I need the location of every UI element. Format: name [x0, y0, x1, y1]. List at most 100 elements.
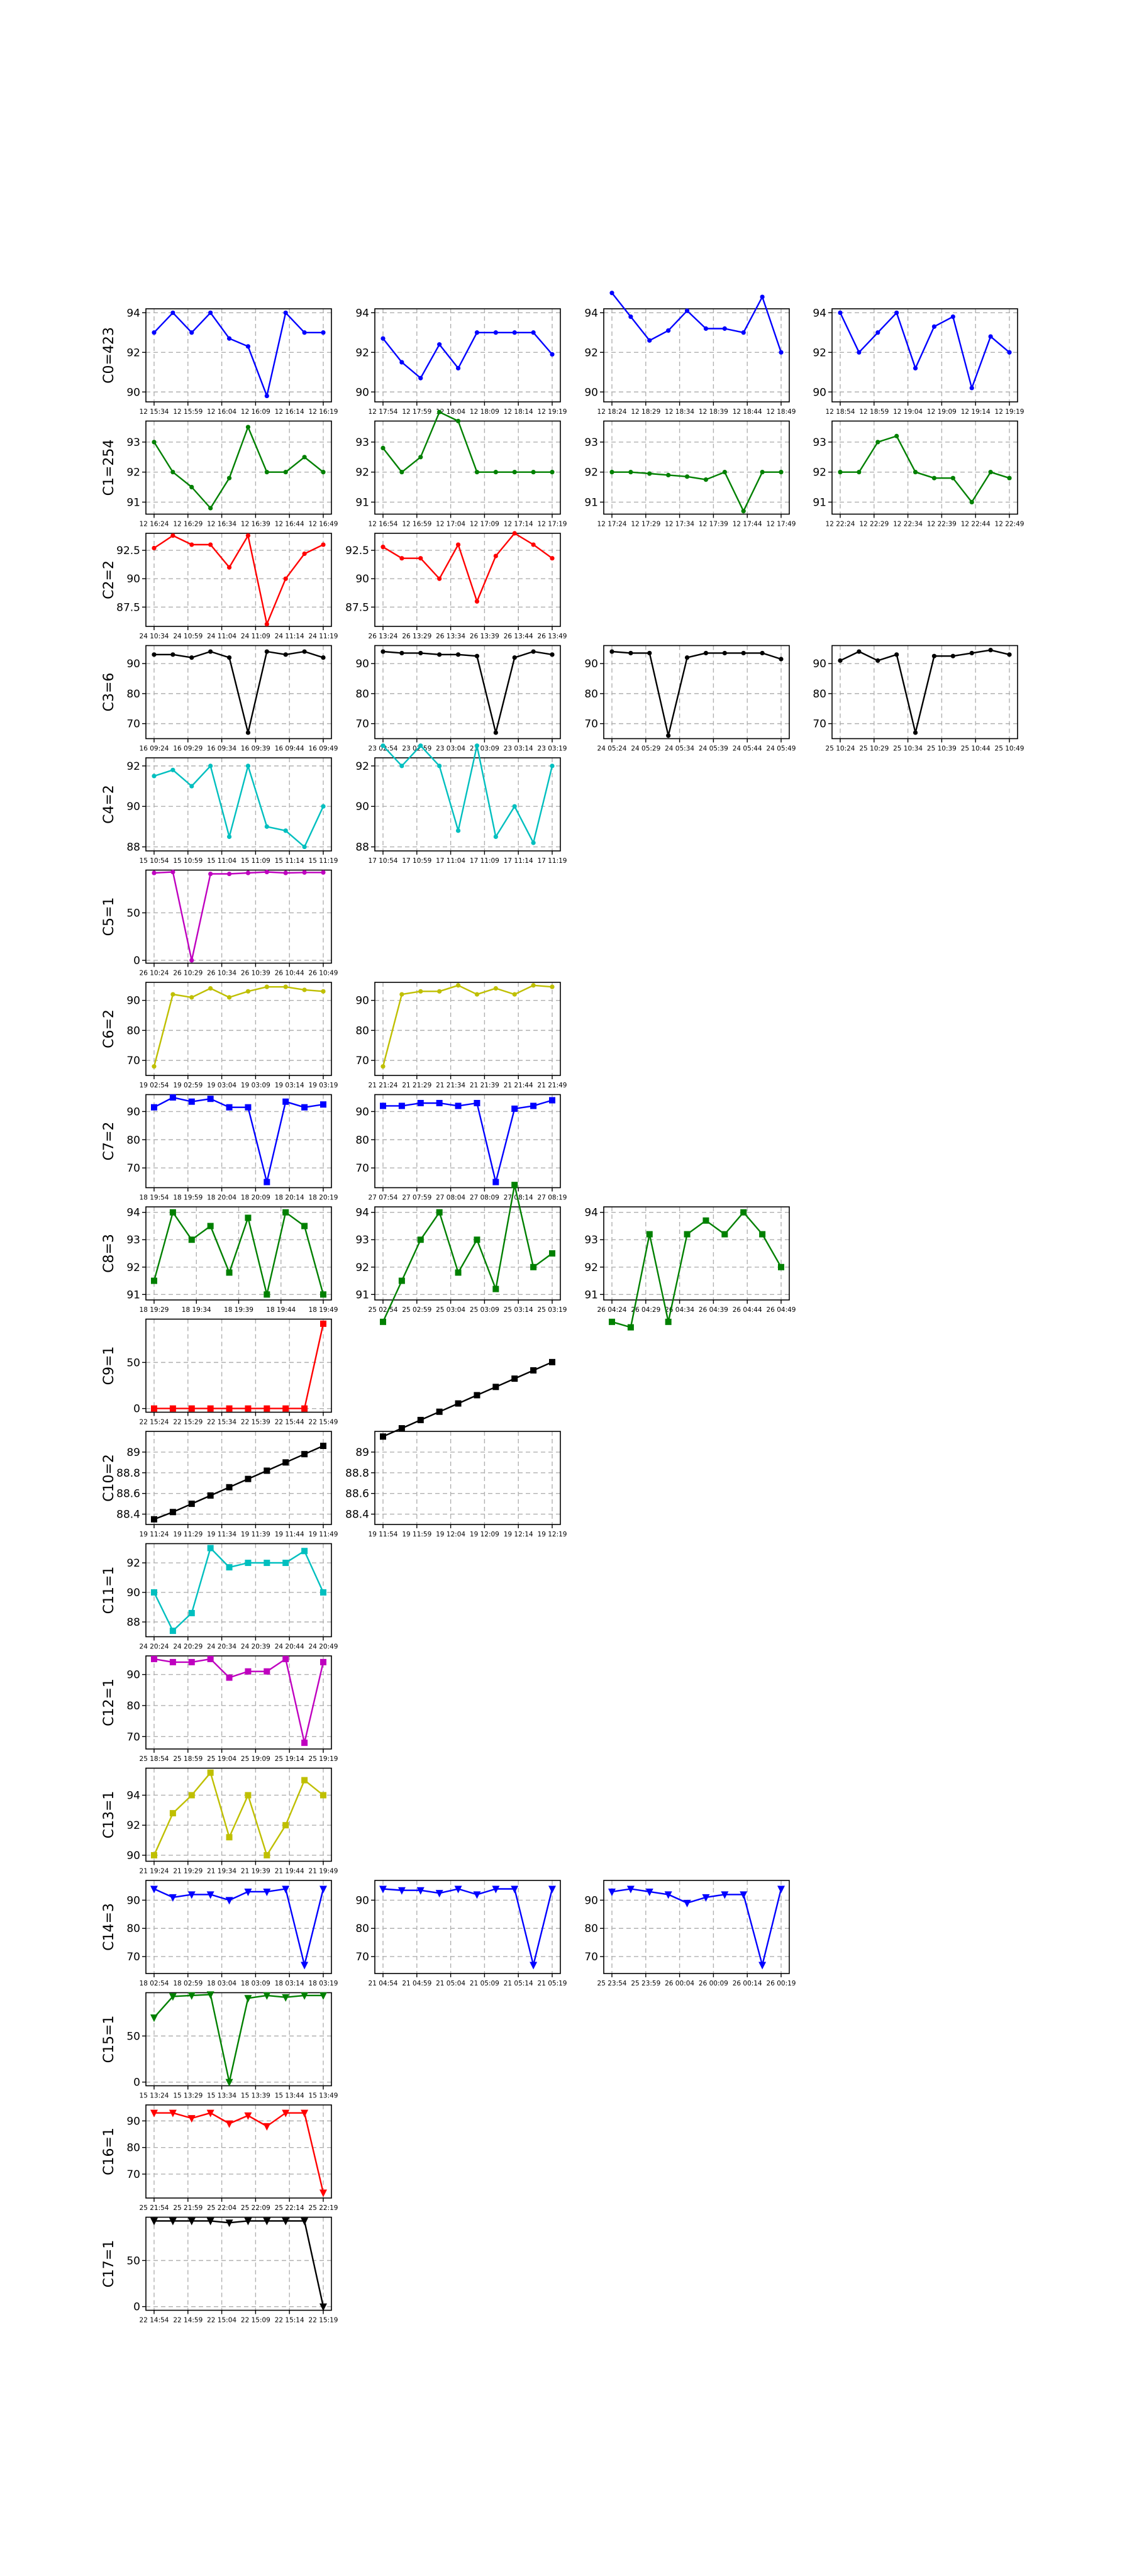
data-point	[169, 1894, 177, 1902]
x-tick-label: 21 19:34	[207, 1868, 236, 1875]
data-point	[264, 824, 269, 829]
data-point	[206, 2109, 214, 2118]
axes-frame	[145, 2216, 332, 2311]
axes-frame	[145, 1767, 332, 1862]
y-tick-label: 93	[584, 1234, 598, 1246]
y-tick-label: 94	[355, 1207, 369, 1219]
y-tick-label: 90	[126, 573, 140, 586]
data-point	[320, 1320, 326, 1327]
data-point	[418, 556, 423, 561]
x-tick-label: 18 19:44	[266, 1306, 296, 1314]
x-tick-label: 22 15:24	[140, 1419, 169, 1426]
y-tick-label: 92	[584, 1262, 598, 1274]
data-point	[301, 2218, 309, 2226]
x-tick-label: 18 03:04	[207, 1980, 236, 1987]
data-point	[437, 763, 442, 769]
x-tick-label: 22 15:14	[275, 2317, 304, 2324]
x-tick-label: 21 05:14	[504, 1980, 533, 1987]
x-tick-label: 12 17:29	[631, 521, 660, 528]
data-point	[380, 649, 386, 654]
axes-frame	[145, 645, 332, 740]
data-point	[245, 533, 251, 538]
data-point	[225, 2120, 233, 2128]
y-tick-label: 94	[584, 307, 598, 319]
y-tick-label: 92	[355, 467, 369, 479]
data-point	[188, 1236, 195, 1243]
data-point	[152, 652, 157, 657]
data-point	[666, 733, 671, 738]
y-tick-label: 89	[126, 1446, 140, 1459]
y-tick-label: 80	[584, 688, 598, 701]
data-point	[511, 1375, 518, 1382]
x-tick-label: 17 10:59	[402, 857, 431, 865]
y-tick-label: 90	[813, 386, 826, 399]
y-tick-label: 93	[355, 436, 369, 449]
data-point	[150, 2014, 158, 2023]
x-tick-label: 24 20:24	[140, 1643, 169, 1651]
x-tick-label: 26 10:34	[207, 970, 236, 977]
data-point	[703, 326, 709, 331]
data-point	[208, 649, 213, 654]
x-tick-label: 25 19:14	[275, 1755, 304, 1763]
x-tick-label: 16 09:44	[275, 745, 304, 753]
data-point	[647, 338, 652, 343]
y-tick-label: 70	[584, 1951, 598, 1963]
x-tick-label: 25 22:14	[275, 2204, 304, 2212]
subplot: 91 92 93 94 18 19:29 18 19:34 18 19:39 18 19:44…	[126, 1206, 338, 1314]
x-tick-label: 26 13:29	[402, 633, 431, 640]
x-tick-label: 25 10:24	[826, 745, 855, 753]
x-tick-label: 12 22:34	[893, 521, 923, 528]
x-tick-label: 25 10:29	[859, 745, 889, 753]
data-point	[320, 1291, 326, 1298]
y-tick-label: 90	[126, 386, 140, 399]
x-tick-label: 16 09:49	[309, 745, 338, 753]
x-tick-label: 21 21:44	[504, 1082, 533, 1089]
data-point	[437, 409, 442, 414]
data-point	[208, 985, 213, 991]
axes-frame	[831, 645, 1018, 740]
data-point	[741, 650, 746, 656]
x-tick-label: 26 10:44	[275, 970, 304, 977]
x-tick-label: 24 05:44	[733, 745, 762, 753]
y-tick-label: 70	[126, 1055, 140, 1067]
data-point	[264, 621, 269, 626]
data-point	[321, 655, 326, 660]
data-point	[206, 1891, 214, 1899]
y-tick-label: 80	[126, 688, 140, 701]
data-point	[321, 870, 326, 875]
x-tick-label: 19 03:14	[275, 1082, 304, 1089]
x-tick-label: 22 15:44	[275, 1419, 304, 1426]
x-tick-label: 19 03:09	[241, 1082, 270, 1089]
data-point	[455, 365, 461, 371]
data-point	[301, 1104, 308, 1111]
x-tick-label: 12 16:29	[173, 521, 203, 528]
axes-frame	[374, 1880, 561, 1974]
data-point	[664, 1891, 672, 1899]
series-line	[382, 1888, 553, 1966]
data-point	[301, 2109, 309, 2118]
x-tick-label: 12 22:49	[995, 521, 1024, 528]
y-tick-label: 91	[126, 1289, 140, 1301]
data-point	[511, 1105, 518, 1112]
data-point	[474, 653, 480, 658]
y-tick-label: 93	[813, 436, 826, 449]
data-point	[282, 1994, 290, 2002]
data-point	[152, 1064, 157, 1069]
data-point	[169, 1628, 176, 1635]
data-point	[894, 433, 899, 438]
data-point	[1007, 475, 1012, 480]
x-tick-label: 24 05:34	[665, 745, 694, 753]
y-tick-label: 90	[126, 658, 140, 670]
x-tick-label: 24 05:49	[767, 745, 796, 753]
data-point	[283, 470, 288, 475]
subplot: 88.4 88.6 88.8 89 19 11:24 19 11:29 19 11:34 19…	[116, 1431, 338, 1538]
x-tick-label: 12 22:44	[961, 521, 991, 528]
x-tick-label: 21 04:54	[369, 1980, 398, 1987]
y-tick-label: 94	[126, 307, 140, 319]
x-tick-label: 21 19:24	[140, 1868, 169, 1875]
data-point	[722, 326, 727, 331]
series-line	[382, 1361, 553, 1438]
row-label: C4=2	[101, 785, 117, 824]
x-tick-label: 12 18:44	[733, 408, 762, 416]
x-tick-label: 26 10:24	[140, 970, 169, 977]
